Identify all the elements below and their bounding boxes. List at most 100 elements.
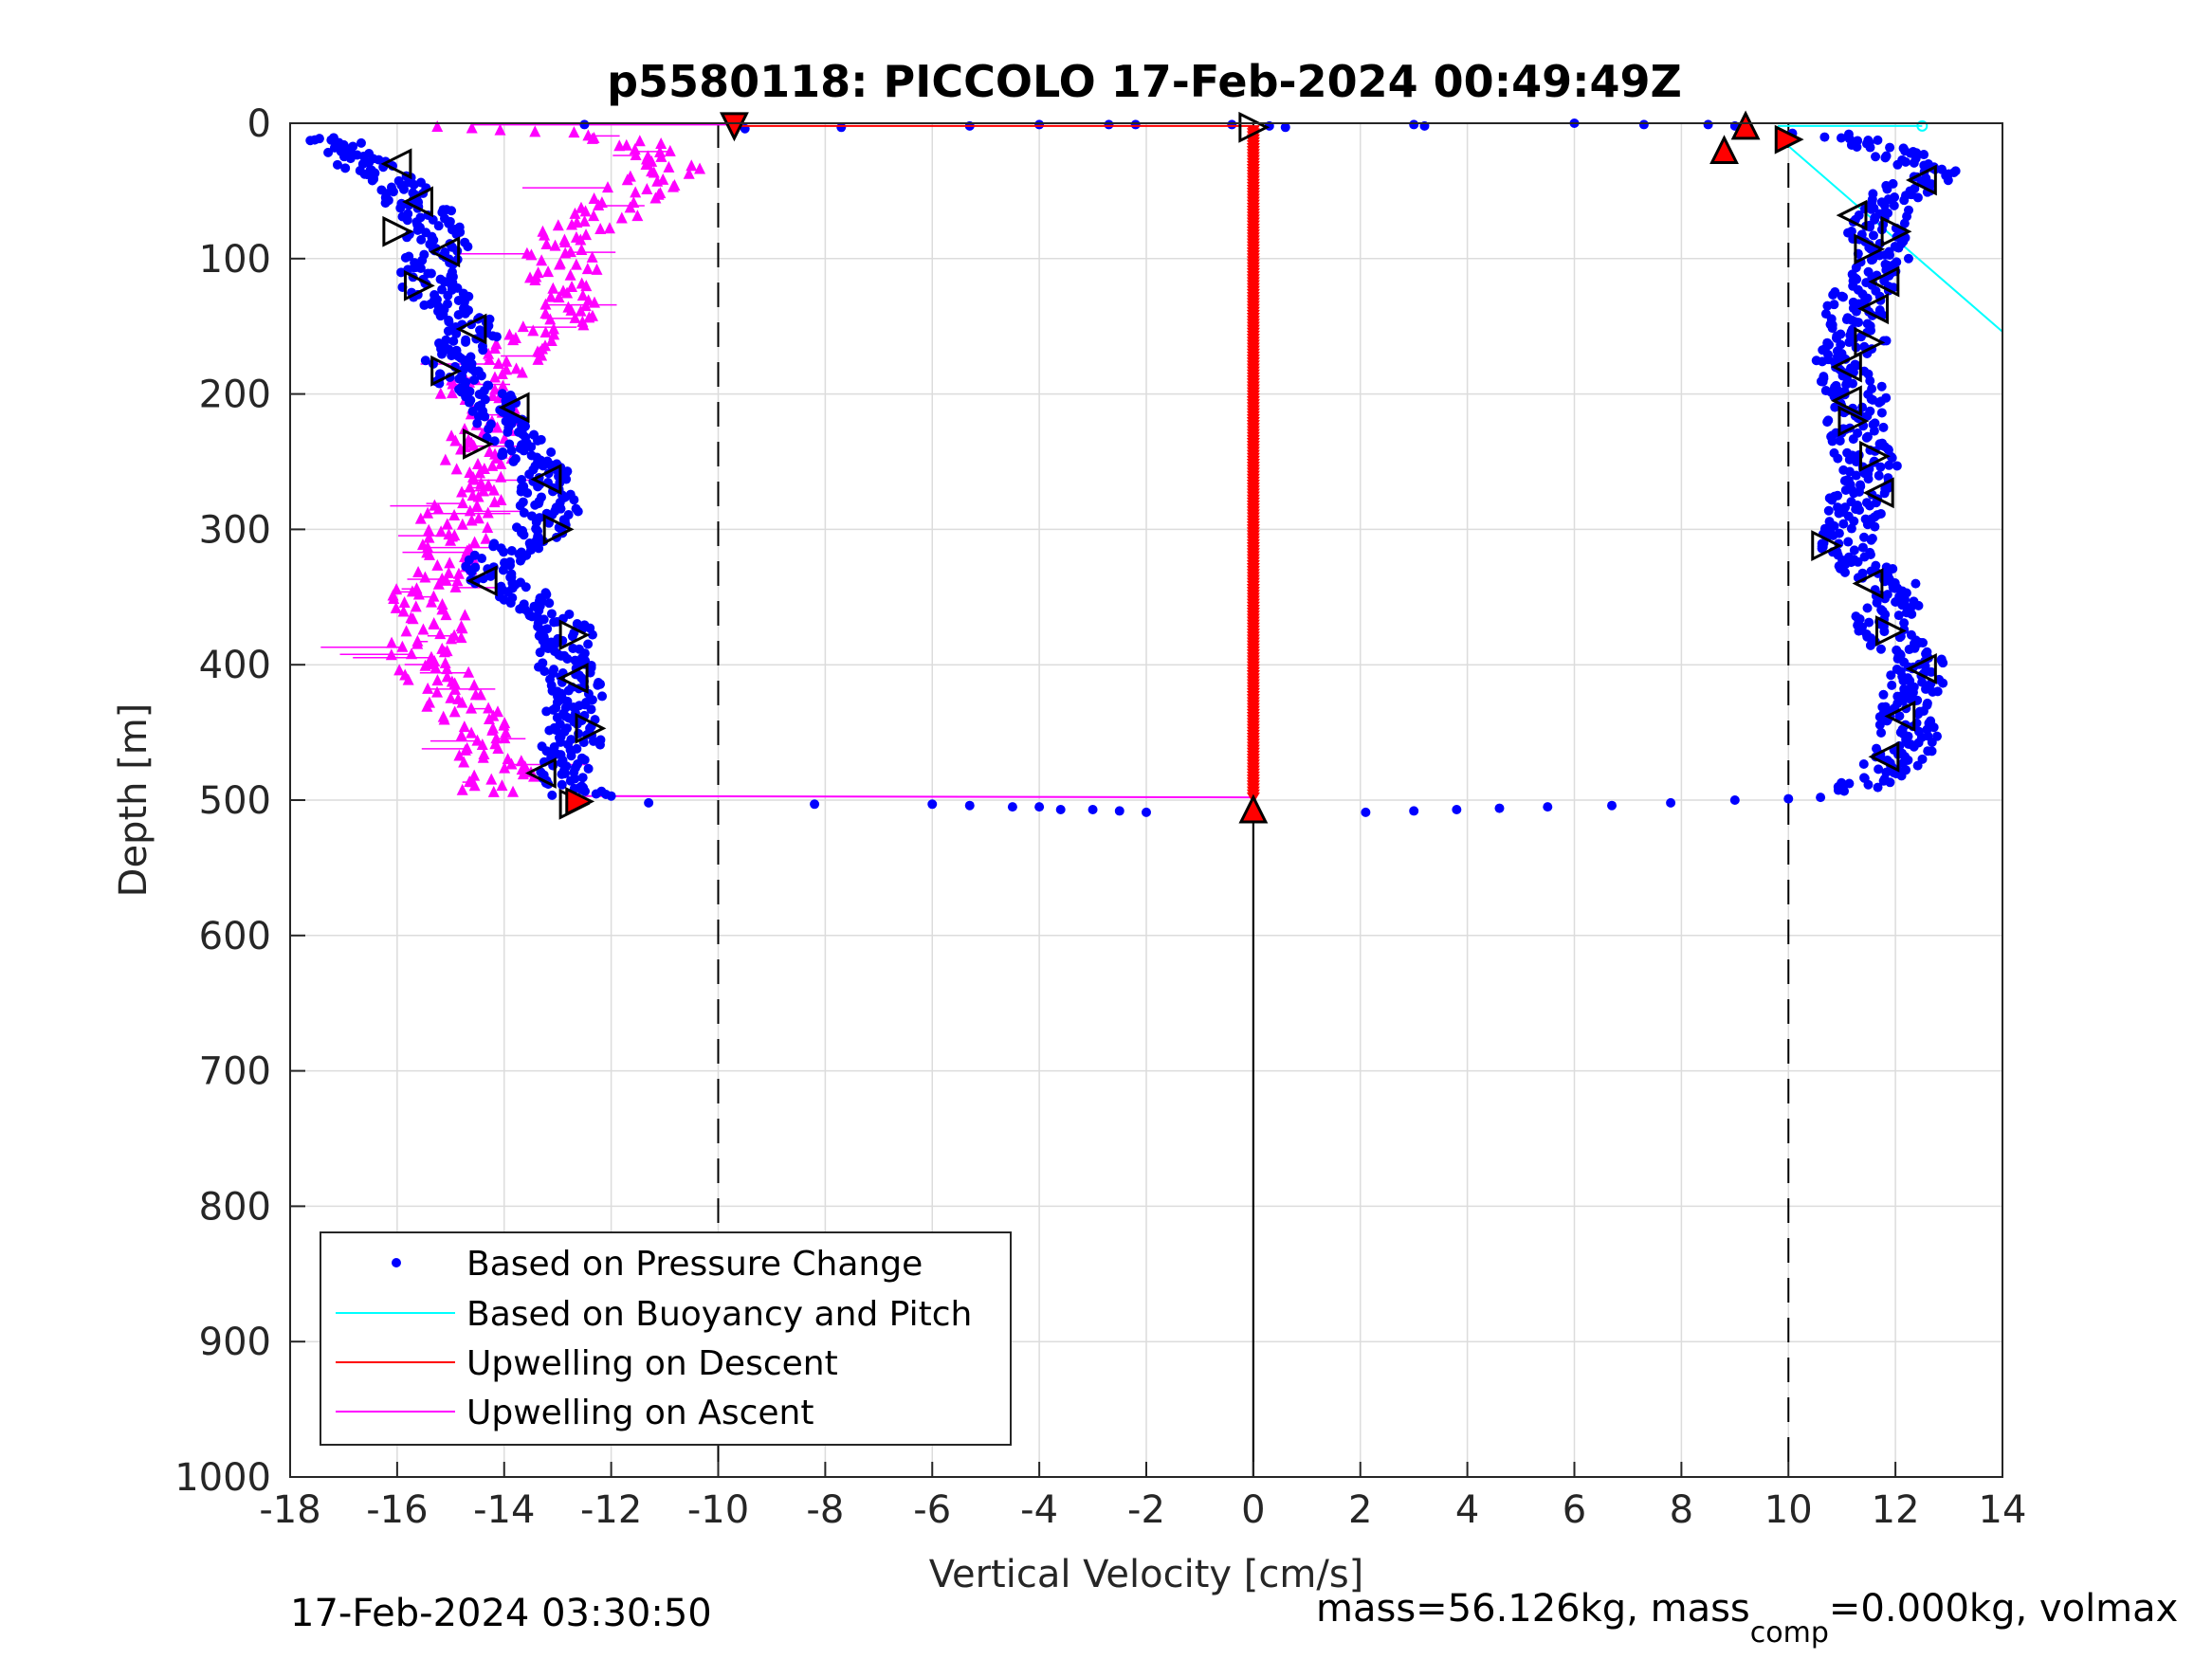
pressure-change-point bbox=[573, 506, 583, 517]
pressure-change-point bbox=[1823, 505, 1834, 516]
x-tick-label: 4 bbox=[1455, 1488, 1479, 1532]
pressure-change-point bbox=[1904, 645, 1914, 655]
ascent-upwelling-point bbox=[539, 298, 552, 310]
pressure-change-point bbox=[1007, 802, 1017, 812]
ascent-upwelling-point bbox=[453, 749, 466, 761]
pressure-change-point bbox=[1857, 542, 1868, 553]
pressure-change-point bbox=[506, 446, 517, 456]
pressure-change-point bbox=[1872, 597, 1882, 608]
x-tick-label: 12 bbox=[1872, 1488, 1920, 1532]
pressure-change-point bbox=[1833, 453, 1843, 464]
buoyancy-pitch-point bbox=[1916, 119, 1929, 132]
legend-label-ascent: Upwelling on Ascent bbox=[466, 1394, 814, 1432]
pressure-change-point bbox=[415, 263, 426, 273]
pressure-change-point bbox=[566, 751, 576, 761]
pressure-change-point bbox=[443, 290, 453, 301]
pressure-change-point bbox=[810, 799, 820, 810]
ascent-upwelling-point bbox=[438, 713, 450, 725]
pressure-change-point bbox=[1114, 806, 1124, 816]
ascent-upwelling-point bbox=[568, 126, 580, 138]
red-triangle-marker bbox=[565, 787, 595, 816]
pressure-change-point bbox=[1839, 567, 1850, 577]
ascent-upwelling-point bbox=[593, 199, 605, 211]
pressure-change-point bbox=[1855, 505, 1865, 516]
y-tick-label: 700 bbox=[199, 1050, 271, 1094]
pressure-change-point bbox=[497, 389, 507, 399]
pressure-change-point bbox=[1887, 680, 1897, 690]
ascent-upwelling-point bbox=[566, 280, 578, 292]
pressure-change-point bbox=[367, 175, 377, 186]
ascent-upwelling-point bbox=[667, 180, 679, 192]
pressure-change-point bbox=[1938, 658, 1948, 668]
pressure-change-point bbox=[1838, 519, 1849, 529]
pressure-change-point bbox=[1859, 532, 1870, 542]
ascent-upwelling-point bbox=[432, 502, 445, 515]
ascent-upwelling-point bbox=[488, 371, 501, 383]
ascent-upwelling-point bbox=[400, 625, 412, 637]
open-triangle-marker bbox=[542, 513, 575, 545]
ascent-upwelling-point bbox=[525, 248, 538, 261]
ascent-upwelling-point bbox=[440, 609, 452, 621]
ascent-upwelling-point bbox=[476, 738, 488, 750]
ascent-upwelling-point bbox=[482, 521, 494, 534]
ascent-upwelling-point bbox=[633, 135, 646, 147]
ascent-upwelling-point bbox=[621, 173, 633, 186]
pressure-change-point bbox=[1927, 737, 1937, 747]
ascent-upwelling-point bbox=[492, 741, 504, 754]
open-triangle-marker bbox=[430, 355, 463, 387]
ascent-upwelling-point bbox=[388, 592, 400, 605]
ascent-upwelling-point bbox=[488, 496, 501, 508]
pressure-change-point bbox=[1879, 200, 1890, 210]
ascent-upwelling-point bbox=[561, 286, 574, 299]
ascent-upwelling-point bbox=[552, 219, 564, 231]
pressure-change-point bbox=[1866, 535, 1876, 545]
ascent-upwelling-point bbox=[613, 139, 626, 152]
pressure-change-point bbox=[538, 461, 548, 471]
ascent-upwelling-point bbox=[490, 732, 503, 744]
pressure-change-point bbox=[1893, 243, 1904, 253]
pressure-change-point bbox=[1886, 670, 1896, 681]
ascent-upwelling-point bbox=[438, 646, 450, 658]
ascent-upwelling-point bbox=[483, 478, 495, 490]
pressure-change-point bbox=[567, 631, 577, 642]
pressure-change-point bbox=[1827, 323, 1837, 334]
pressure-change-point bbox=[1874, 720, 1885, 730]
ascent-upwelling-point bbox=[529, 274, 541, 286]
pressure-change-point bbox=[1878, 689, 1889, 700]
pressure-change-point bbox=[1827, 436, 1837, 447]
pressure-change-point bbox=[1912, 760, 1923, 771]
pressure-change-point bbox=[1130, 119, 1141, 130]
pressure-change-point bbox=[1828, 290, 1838, 301]
ascent-upwelling-point bbox=[445, 632, 457, 645]
pressure-change-point bbox=[1843, 537, 1854, 547]
pressure-change-point bbox=[591, 789, 601, 799]
pressure-change-point bbox=[1926, 666, 1936, 677]
pressure-change-point bbox=[1666, 797, 1676, 808]
x-tick-label: 10 bbox=[1764, 1488, 1813, 1532]
open-triangle-marker bbox=[1854, 326, 1886, 358]
pressure-change-point bbox=[380, 198, 391, 209]
pressure-change-point bbox=[1822, 301, 1833, 311]
ascent-upwelling-point bbox=[686, 159, 698, 172]
ascent-upwelling-point bbox=[426, 595, 438, 608]
pressure-change-point bbox=[577, 773, 588, 783]
open-triangle-marker bbox=[557, 663, 589, 694]
open-triangle-marker bbox=[1857, 293, 1890, 325]
ascent-upwelling-point bbox=[466, 514, 478, 526]
ascent-upwelling-point bbox=[471, 499, 484, 511]
ascent-upwelling-point bbox=[483, 702, 495, 714]
pressure-change-point bbox=[478, 345, 488, 356]
open-triangle-marker bbox=[1862, 477, 1894, 509]
pressure-change-point bbox=[562, 653, 573, 664]
ascent-upwelling-point bbox=[456, 696, 468, 708]
open-triangle-marker bbox=[1830, 351, 1862, 383]
ascent-upwelling-point bbox=[655, 137, 667, 150]
pressure-change-point bbox=[1889, 200, 1899, 210]
pressure-change-point bbox=[1838, 292, 1849, 302]
x-tick-label: 2 bbox=[1348, 1488, 1372, 1532]
pressure-change-point bbox=[583, 639, 594, 649]
pressure-change-point bbox=[1888, 563, 1898, 574]
ascent-upwelling-point bbox=[565, 303, 577, 316]
pressure-change-point bbox=[533, 482, 543, 492]
pressure-change-point bbox=[461, 337, 471, 347]
